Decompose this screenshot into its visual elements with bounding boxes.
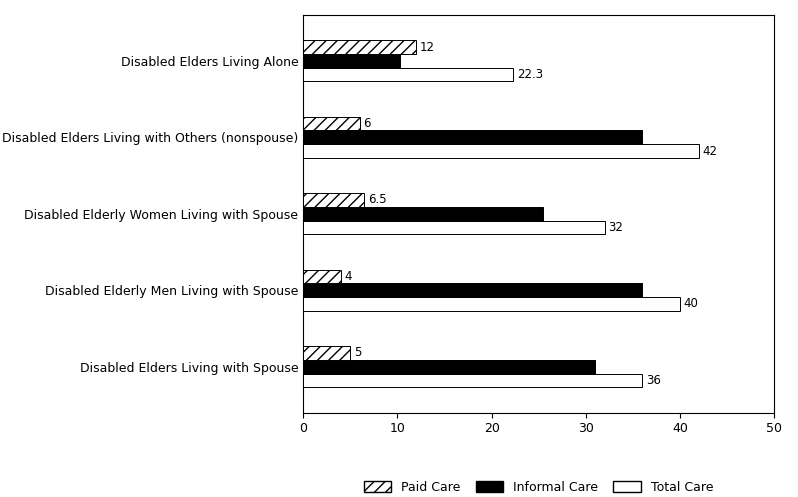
Bar — [303, 360, 595, 374]
Text: 6: 6 — [364, 117, 371, 130]
Bar — [303, 144, 699, 158]
Text: 22.3: 22.3 — [517, 68, 543, 81]
Bar — [303, 283, 642, 297]
Bar — [303, 346, 350, 360]
Legend: Paid Care, Informal Care, Total Care: Paid Care, Informal Care, Total Care — [358, 475, 720, 497]
Text: 42: 42 — [702, 145, 717, 158]
Bar — [303, 374, 642, 387]
Text: 12: 12 — [420, 41, 435, 54]
Bar — [303, 54, 401, 68]
Text: 25.5: 25.5 — [547, 207, 573, 220]
Bar — [303, 130, 642, 144]
Text: 32: 32 — [608, 221, 623, 234]
Text: 5: 5 — [354, 346, 361, 359]
Bar — [303, 193, 365, 207]
Text: 10.3: 10.3 — [404, 54, 430, 67]
Bar — [303, 221, 605, 235]
Bar — [303, 207, 543, 221]
Bar — [303, 68, 513, 82]
Text: 6.5: 6.5 — [368, 193, 387, 206]
Bar — [303, 40, 417, 54]
Text: 4: 4 — [345, 270, 352, 283]
Text: 36: 36 — [646, 284, 661, 297]
Text: 31: 31 — [599, 360, 614, 373]
Bar — [303, 117, 360, 130]
Text: 40: 40 — [684, 297, 698, 311]
Bar — [303, 269, 341, 283]
Text: 36: 36 — [646, 131, 661, 144]
Bar — [303, 297, 680, 311]
Text: 36: 36 — [646, 374, 661, 387]
